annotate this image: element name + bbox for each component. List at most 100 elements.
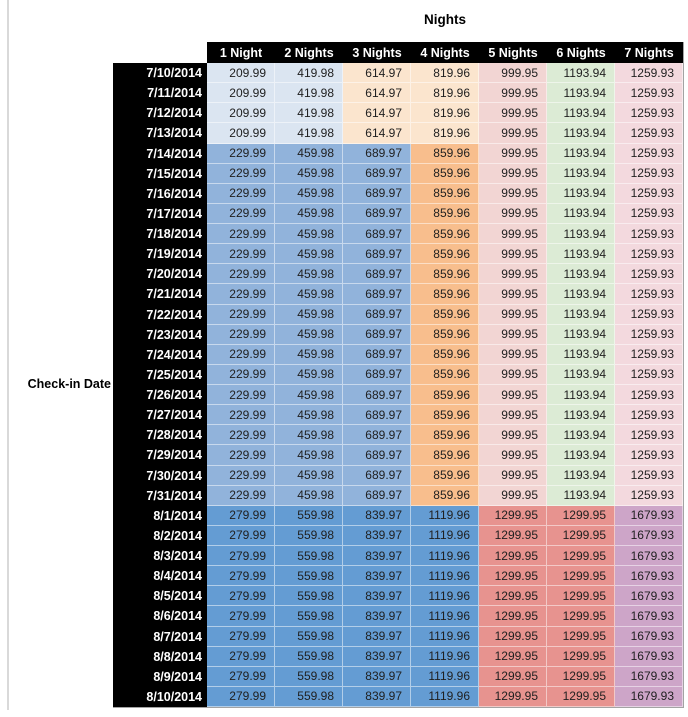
- price-cell: 1299.95: [479, 606, 547, 627]
- price-cell: 229.99: [207, 405, 275, 426]
- price-cell: 1119.96: [411, 626, 479, 647]
- date-cell: 7/17/2014: [113, 203, 207, 224]
- price-cell: 459.98: [275, 143, 343, 164]
- price-cell: 614.97: [343, 103, 411, 124]
- price-cell: 999.95: [479, 445, 547, 466]
- price-cell: 859.96: [411, 324, 479, 345]
- price-cell: 1679.93: [615, 546, 683, 567]
- price-cell: 1299.95: [479, 686, 547, 707]
- price-cell: 459.98: [275, 364, 343, 385]
- price-cell: 689.97: [343, 445, 411, 466]
- price-cell: 999.95: [479, 123, 547, 144]
- price-cell: 1193.94: [547, 63, 615, 84]
- price-cell: 859.96: [411, 304, 479, 325]
- price-cell: 689.97: [343, 324, 411, 345]
- price-cell: 1299.95: [547, 566, 615, 587]
- price-cell: 839.97: [343, 505, 411, 526]
- price-cell: 839.97: [343, 686, 411, 707]
- price-cell: 859.96: [411, 364, 479, 385]
- price-cell: 229.99: [207, 324, 275, 345]
- price-cell: 999.95: [479, 63, 547, 84]
- price-cell: 459.98: [275, 324, 343, 345]
- price-cell: 419.98: [275, 103, 343, 124]
- date-cell: 7/19/2014: [113, 244, 207, 265]
- price-cell: 1299.95: [547, 546, 615, 567]
- date-cell: 7/28/2014: [113, 425, 207, 446]
- date-cell: 7/11/2014: [113, 83, 207, 104]
- price-cell: 229.99: [207, 465, 275, 486]
- price-cell: 1259.93: [615, 284, 683, 305]
- date-cell: 7/24/2014: [113, 344, 207, 365]
- price-cell: 279.99: [207, 505, 275, 526]
- price-cell: 1193.94: [547, 385, 615, 406]
- price-cell: 559.98: [275, 626, 343, 647]
- price-cell: 1299.95: [479, 505, 547, 526]
- price-cell: 859.96: [411, 284, 479, 305]
- price-cell: 229.99: [207, 203, 275, 224]
- pricing-table: 1 Night 2 Nights 3 Nights 4 Nights 5 Nights 6…: [113, 42, 684, 708]
- price-cell: 459.98: [275, 163, 343, 184]
- price-cell: 209.99: [207, 103, 275, 124]
- price-cell: 1259.93: [615, 465, 683, 486]
- price-cell: 1193.94: [547, 284, 615, 305]
- price-cell: 459.98: [275, 284, 343, 305]
- price-cell: 859.96: [411, 425, 479, 446]
- column-header: 5 Nights: [479, 42, 547, 63]
- price-cell: 459.98: [275, 244, 343, 265]
- price-cell: 999.95: [479, 304, 547, 325]
- column-header: 4 Nights: [411, 42, 479, 63]
- price-cell: 839.97: [343, 586, 411, 607]
- price-cell: 1259.93: [615, 385, 683, 406]
- price-cell: 229.99: [207, 284, 275, 305]
- price-cell: 839.97: [343, 606, 411, 627]
- price-cell: 1119.96: [411, 666, 479, 687]
- price-cell: 459.98: [275, 465, 343, 486]
- price-cell: 859.96: [411, 224, 479, 245]
- date-cell: 8/9/2014: [113, 666, 207, 687]
- price-cell: 229.99: [207, 364, 275, 385]
- price-cell: 559.98: [275, 505, 343, 526]
- price-cell: 999.95: [479, 364, 547, 385]
- date-cell: 7/18/2014: [113, 224, 207, 245]
- date-cell: 7/29/2014: [113, 445, 207, 466]
- price-cell: 229.99: [207, 163, 275, 184]
- price-cell: 614.97: [343, 63, 411, 84]
- price-cell: 459.98: [275, 445, 343, 466]
- price-cell: 689.97: [343, 244, 411, 265]
- price-cell: 1299.95: [547, 646, 615, 667]
- price-cell: 1193.94: [547, 405, 615, 426]
- price-cell: 1119.96: [411, 566, 479, 587]
- price-cell: 279.99: [207, 686, 275, 707]
- price-cell: 1193.94: [547, 224, 615, 245]
- price-cell: 229.99: [207, 445, 275, 466]
- date-cell: 7/26/2014: [113, 385, 207, 406]
- price-cell: 1299.95: [479, 646, 547, 667]
- price-cell: 229.99: [207, 143, 275, 164]
- price-cell: 1259.93: [615, 103, 683, 124]
- date-cell: 8/3/2014: [113, 546, 207, 567]
- price-cell: 859.96: [411, 244, 479, 265]
- price-cell: 229.99: [207, 264, 275, 285]
- price-cell: 459.98: [275, 344, 343, 365]
- price-cell: 689.97: [343, 465, 411, 486]
- price-cell: 559.98: [275, 646, 343, 667]
- price-cell: 859.96: [411, 485, 479, 506]
- price-cell: 1193.94: [547, 264, 615, 285]
- price-cell: 689.97: [343, 405, 411, 426]
- price-cell: 1299.95: [547, 586, 615, 607]
- price-cell: 819.96: [411, 63, 479, 84]
- price-cell: 1193.94: [547, 103, 615, 124]
- price-cell: 689.97: [343, 425, 411, 446]
- price-cell: 1193.94: [547, 445, 615, 466]
- price-cell: 839.97: [343, 646, 411, 667]
- price-cell: 614.97: [343, 123, 411, 144]
- price-cell: 999.95: [479, 103, 547, 124]
- price-cell: 819.96: [411, 83, 479, 104]
- price-cell: 819.96: [411, 123, 479, 144]
- price-cell: 459.98: [275, 425, 343, 446]
- price-cell: 839.97: [343, 546, 411, 567]
- price-cell: 999.95: [479, 224, 547, 245]
- price-cell: 859.96: [411, 163, 479, 184]
- price-cell: 859.96: [411, 445, 479, 466]
- price-cell: 859.96: [411, 344, 479, 365]
